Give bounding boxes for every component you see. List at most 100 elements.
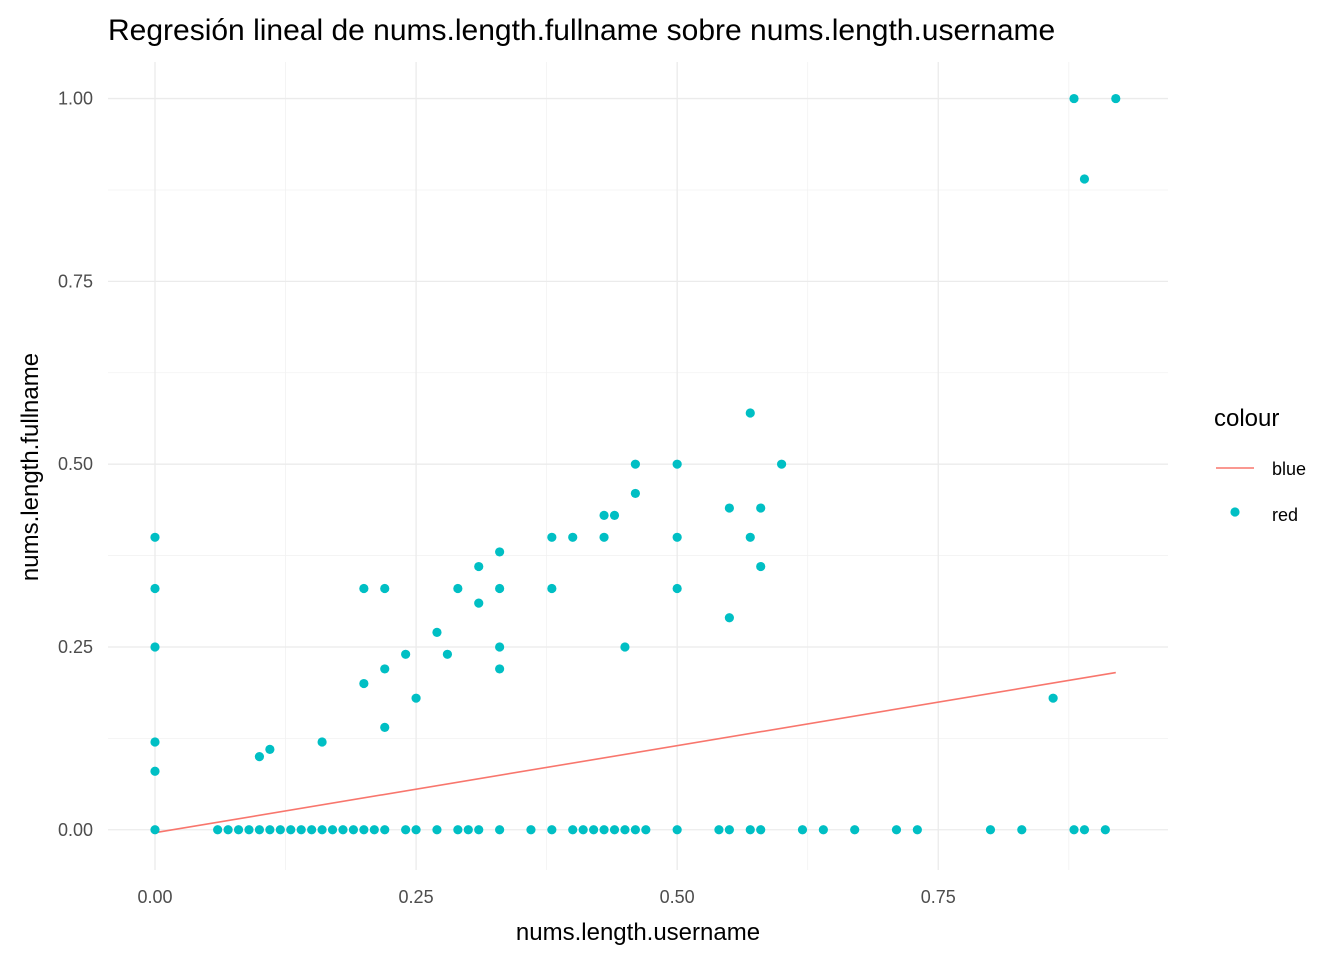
- data-point: [1100, 825, 1110, 835]
- data-point: [776, 459, 787, 469]
- y-tick-label: 0.75: [58, 271, 93, 291]
- data-point: [599, 532, 609, 542]
- data-point: [547, 583, 557, 594]
- data-point: [453, 583, 463, 594]
- data-point: [1069, 825, 1079, 835]
- data-point: [348, 825, 359, 835]
- data-point: [150, 583, 160, 594]
- data-point: [724, 825, 734, 835]
- data-point: [818, 825, 828, 835]
- data-point: [568, 825, 578, 835]
- data-point: [756, 825, 766, 835]
- data-point: [265, 744, 275, 754]
- data-point: [296, 825, 306, 835]
- data-point: [150, 825, 160, 835]
- data-point: [150, 532, 160, 542]
- data-point: [442, 649, 453, 659]
- data-point: [797, 825, 808, 835]
- data-point: [641, 825, 651, 835]
- data-point: [745, 532, 755, 542]
- data-point: [150, 642, 160, 652]
- data-point: [547, 825, 557, 835]
- data-point: [1017, 825, 1027, 835]
- data-point: [1069, 93, 1079, 104]
- data-point: [672, 532, 682, 542]
- data-point: [359, 583, 369, 594]
- x-axis-ticks: 0.00 0.25 0.50 0.75: [137, 887, 955, 907]
- y-tick-label: 1.00: [58, 89, 93, 109]
- data-point: [380, 583, 390, 594]
- data-point: [380, 825, 390, 835]
- data-point: [724, 503, 734, 513]
- data-point: [672, 459, 682, 469]
- data-point: [286, 825, 296, 835]
- legend-label: blue: [1272, 459, 1306, 479]
- data-point: [275, 825, 285, 835]
- data-point: [254, 825, 265, 835]
- data-point: [850, 825, 860, 835]
- data-point: [756, 561, 766, 572]
- data-point: [244, 825, 254, 835]
- data-point: [1079, 825, 1090, 835]
- x-tick-label: 0.25: [399, 887, 434, 907]
- data-point: [317, 737, 327, 747]
- legend-label: red: [1272, 505, 1298, 525]
- data-point: [547, 532, 557, 542]
- data-point: [630, 825, 640, 835]
- data-point: [411, 825, 421, 835]
- data-point: [432, 825, 442, 835]
- y-axis-ticks: 0.00 0.25 0.50 0.75 1.00: [58, 89, 93, 840]
- data-point: [745, 825, 755, 835]
- data-point: [620, 825, 630, 835]
- data-point: [432, 627, 442, 637]
- data-point: [568, 532, 578, 542]
- data-point: [495, 825, 505, 835]
- data-point: [254, 752, 265, 762]
- data-point: [307, 825, 317, 835]
- data-point: [359, 825, 369, 835]
- data-point: [327, 825, 338, 835]
- data-point: [317, 825, 327, 835]
- data-point: [1079, 174, 1090, 184]
- data-point: [609, 510, 620, 520]
- x-axis-title: nums.length.username: [516, 919, 760, 946]
- data-point: [599, 510, 609, 520]
- chart-title: Regresión lineal de nums.length.fullname…: [108, 14, 1055, 47]
- data-point: [474, 598, 484, 608]
- data-point: [463, 825, 473, 835]
- y-axis-title: nums.length.fullname: [17, 353, 44, 581]
- data-point: [233, 825, 244, 835]
- data-point: [630, 488, 640, 499]
- data-point: [526, 825, 536, 835]
- data-point: [912, 825, 922, 835]
- data-point: [150, 737, 160, 747]
- data-point: [338, 825, 348, 835]
- y-tick-label: 0.50: [58, 454, 93, 474]
- y-tick-label: 0.25: [58, 637, 93, 657]
- x-tick-label: 0.00: [137, 887, 172, 907]
- data-point: [630, 459, 640, 469]
- legend-title: colour: [1214, 405, 1279, 432]
- data-point: [495, 583, 505, 594]
- data-point: [495, 642, 505, 652]
- x-tick-label: 0.75: [921, 887, 956, 907]
- data-point: [453, 825, 463, 835]
- data-point: [1048, 693, 1058, 703]
- data-point: [1111, 93, 1121, 104]
- data-point: [401, 649, 411, 659]
- legend-key-point: [1230, 507, 1240, 517]
- data-point: [891, 825, 902, 835]
- data-point: [213, 825, 223, 835]
- data-point: [599, 825, 609, 835]
- data-point: [401, 825, 411, 835]
- data-point: [672, 825, 682, 835]
- y-tick-label: 0.00: [58, 820, 93, 840]
- data-point: [609, 825, 620, 835]
- data-point: [380, 664, 390, 674]
- data-point: [714, 825, 724, 835]
- data-point: [724, 613, 734, 623]
- regression-line: [154, 671, 1116, 834]
- data-point: [672, 583, 682, 594]
- data-point: [150, 766, 160, 776]
